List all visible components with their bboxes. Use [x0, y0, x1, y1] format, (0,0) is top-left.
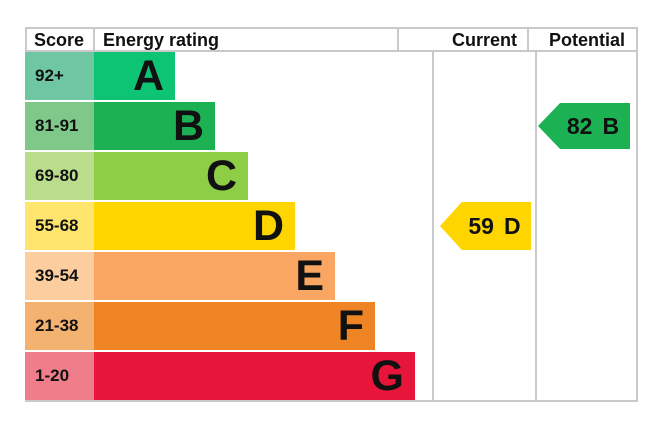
current-grade-letter: D — [503, 212, 521, 239]
score-range-cell: 21-38 — [25, 302, 94, 350]
rating-band-bar: C — [94, 152, 248, 200]
rating-band-bar: F — [94, 302, 375, 350]
score-range-cell: 55-68 — [25, 202, 94, 250]
score-range-cell: 92+ — [25, 52, 94, 100]
current-rating-marker: 59 D — [440, 202, 531, 250]
score-range-cell: 81-91 — [25, 102, 94, 150]
header-potential: Potential — [548, 30, 625, 50]
header-score: Score — [33, 30, 85, 50]
score-range-cell: 1-20 — [25, 352, 94, 400]
rating-band-bar: D — [94, 202, 295, 250]
score-range-cell: 39-54 — [25, 252, 94, 300]
current-score-value: 59 — [468, 212, 494, 239]
rating-band-bar: E — [94, 252, 335, 300]
grid-line-bottom — [25, 400, 638, 402]
potential-rating-marker: 82 B — [538, 103, 630, 149]
grid-line-header-score-rating — [93, 27, 95, 52]
score-range-cell: 69-80 — [25, 152, 94, 200]
grid-line-header-current-potential — [527, 27, 529, 52]
potential-grade-letter: B — [602, 112, 620, 139]
rating-band-bar: G — [94, 352, 415, 400]
header-current: Current — [451, 30, 517, 50]
grid-line-top — [25, 27, 638, 29]
potential-score-value: 82 — [566, 112, 593, 139]
grid-line-header-left — [25, 27, 27, 52]
grid-line-header-rating-current — [397, 27, 399, 52]
header-energy-rating: Energy rating — [103, 30, 220, 50]
grid-line-header-bottom — [25, 50, 638, 52]
grid-line-right — [636, 27, 638, 402]
grid-line-body-current-potential — [535, 52, 537, 402]
grid-line-body-rating-current — [432, 52, 434, 402]
rating-band-bar: A — [94, 52, 175, 100]
rating-band-bar: B — [94, 102, 215, 150]
